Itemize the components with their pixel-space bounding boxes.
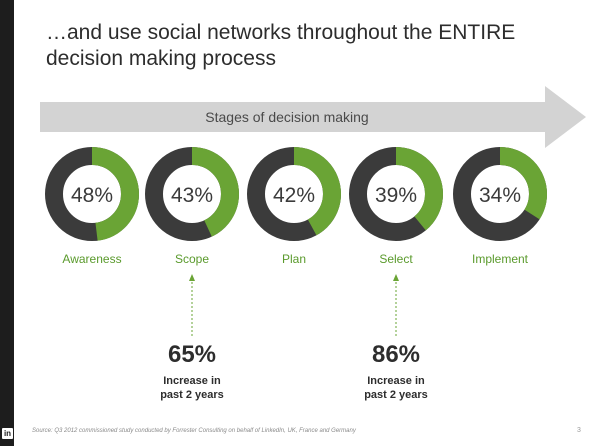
donut-value-scope: 43% xyxy=(171,184,213,207)
callout-text-scope-line2: past 2 years xyxy=(160,389,224,401)
donut-arc-implement xyxy=(453,147,547,241)
stages-arrow xyxy=(40,86,586,148)
stage-label-scope: Scope xyxy=(174,252,210,266)
donut-arc-select xyxy=(349,147,443,241)
stage-label-plan: Plan xyxy=(281,252,307,266)
donut-value-select: 39% xyxy=(375,184,417,207)
left-bar xyxy=(0,0,14,446)
slide-title: …and use social networks throughout the … xyxy=(46,21,516,70)
donut-value-implement: 34% xyxy=(479,184,521,207)
donut-value-plan: 42% xyxy=(273,184,315,207)
callout-arrowhead-scope xyxy=(189,274,195,281)
callout-arrowhead-select xyxy=(393,274,399,281)
stage-label-implement: Implement xyxy=(471,252,529,266)
callout-value-select: 86% xyxy=(371,341,421,368)
linkedin-logo: in xyxy=(2,428,13,439)
donut-value-awareness: 48% xyxy=(71,184,113,207)
callout-text-scope-line1: Increase in xyxy=(163,375,221,387)
callout-text-select-line2: past 2 years xyxy=(364,389,428,401)
stages-banner-text: Stages of decision making xyxy=(205,109,368,125)
stage-label-awareness: Awareness xyxy=(62,252,122,266)
source-note: Source: Q3 2012 commissioned study condu… xyxy=(32,428,356,434)
donut-arc-scope xyxy=(145,147,239,241)
callout-text-select-line1: Increase in xyxy=(367,375,425,387)
donut-arc-awareness xyxy=(45,147,139,241)
callout-value-scope: 65% xyxy=(167,341,217,368)
stage-label-select: Select xyxy=(379,252,413,266)
page-number: 3 xyxy=(577,427,581,434)
donut-arc-plan xyxy=(247,147,341,241)
